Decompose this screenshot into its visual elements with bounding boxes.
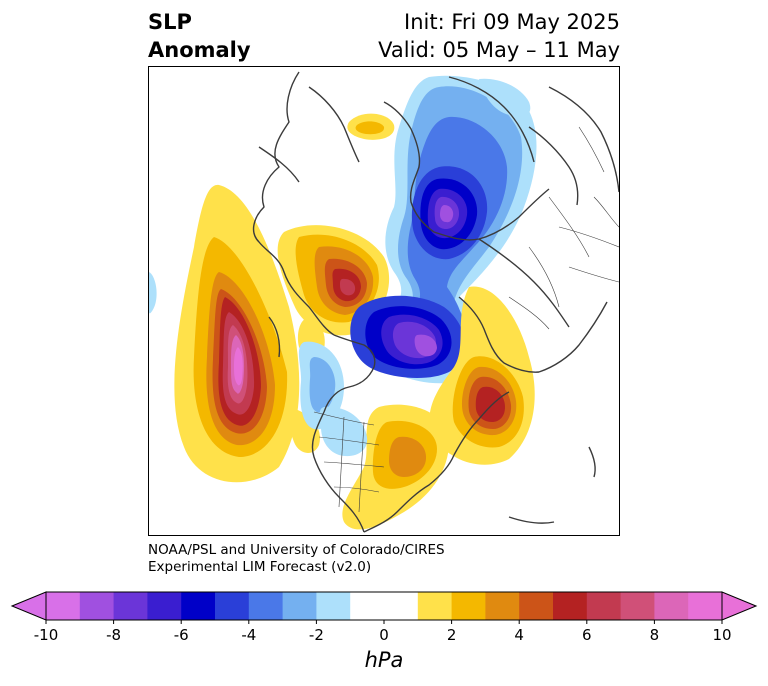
- colorbar-cell: [147, 592, 182, 620]
- colorbar-tick-label: 4: [514, 626, 524, 644]
- europe-low: [350, 295, 465, 379]
- colorbar-tick-label: 10: [712, 626, 732, 644]
- colorbar-tick-label: -10: [33, 626, 59, 644]
- colorbar-tick-label: -2: [308, 626, 324, 644]
- colorbar-cell: [248, 592, 284, 620]
- colorbar-cell: [654, 592, 689, 620]
- pacific-high: [174, 184, 300, 483]
- colorbar-cell: [181, 592, 216, 620]
- anomaly-map: [149, 71, 619, 533]
- forecast-dates: Init: Fri 09 May 2025 Valid: 05 May – 11…: [378, 8, 620, 64]
- colorbar-tick-label: 8: [649, 626, 660, 644]
- colorbar-tick-label: 6: [582, 626, 592, 644]
- colorbar-cell: [417, 592, 453, 620]
- colorbar-cell: [350, 592, 419, 620]
- credit-line-2: Experimental LIM Forecast (v2.0): [148, 559, 372, 575]
- central-canada-high: [277, 225, 390, 336]
- colorbar-tick-label: -6: [173, 626, 189, 644]
- data-credit: NOAA/PSL and University of Colorado/CIRE…: [148, 542, 445, 576]
- colorbar-cells: [46, 592, 723, 620]
- colorbar-cell: [316, 592, 351, 620]
- colorbar: [10, 591, 758, 624]
- colorbar-cell: [485, 592, 520, 620]
- colorbar-cell: [688, 592, 723, 620]
- colorbar-cell: [282, 592, 317, 620]
- title-variable: SLP: [148, 10, 192, 34]
- eastern-us-high: [286, 317, 449, 530]
- colorbar-tickmarks: [45, 620, 723, 624]
- colorbar-cell: [620, 592, 655, 620]
- colorbar-tick-labels: -10 -8 -6 -4 -2 0 2 4 6 8 10: [0, 626, 768, 646]
- credit-line-1: NOAA/PSL and University of Colorado/CIRE…: [148, 542, 445, 558]
- valid-period: Valid: 05 May – 11 May: [378, 38, 620, 62]
- colorbar-tick-label: 0: [379, 626, 389, 644]
- colorbar-tick-label: -4: [241, 626, 257, 644]
- colorbar-over-arrow: [721, 591, 758, 621]
- arctic-high: [347, 113, 395, 140]
- init-date: Init: Fri 09 May 2025: [404, 10, 620, 34]
- colorbar-cell: [79, 592, 115, 620]
- colorbar-cell: [215, 592, 250, 620]
- title-anomaly: Anomaly: [148, 38, 251, 62]
- colorbar-cell: [113, 592, 148, 620]
- minor-negative-anomalies: [149, 78, 531, 457]
- colorbar-cell: [46, 592, 81, 620]
- map-panel: [148, 66, 620, 536]
- map-title: SLP Anomaly: [148, 8, 251, 64]
- colorbar-cell: [553, 592, 588, 620]
- colorbar-tick-label: 2: [446, 626, 457, 644]
- colorbar-units: hPa: [364, 648, 404, 672]
- colorbar-tick-label: -8: [106, 626, 122, 644]
- coastlines: [252, 71, 619, 533]
- colorbar-cell: [451, 592, 486, 620]
- atlantic-high: [429, 286, 535, 465]
- country-borders: [313, 126, 619, 513]
- colorbar-cell: [519, 592, 554, 620]
- colorbar-cell: [586, 592, 622, 620]
- colorbar-under-arrow: [10, 591, 47, 621]
